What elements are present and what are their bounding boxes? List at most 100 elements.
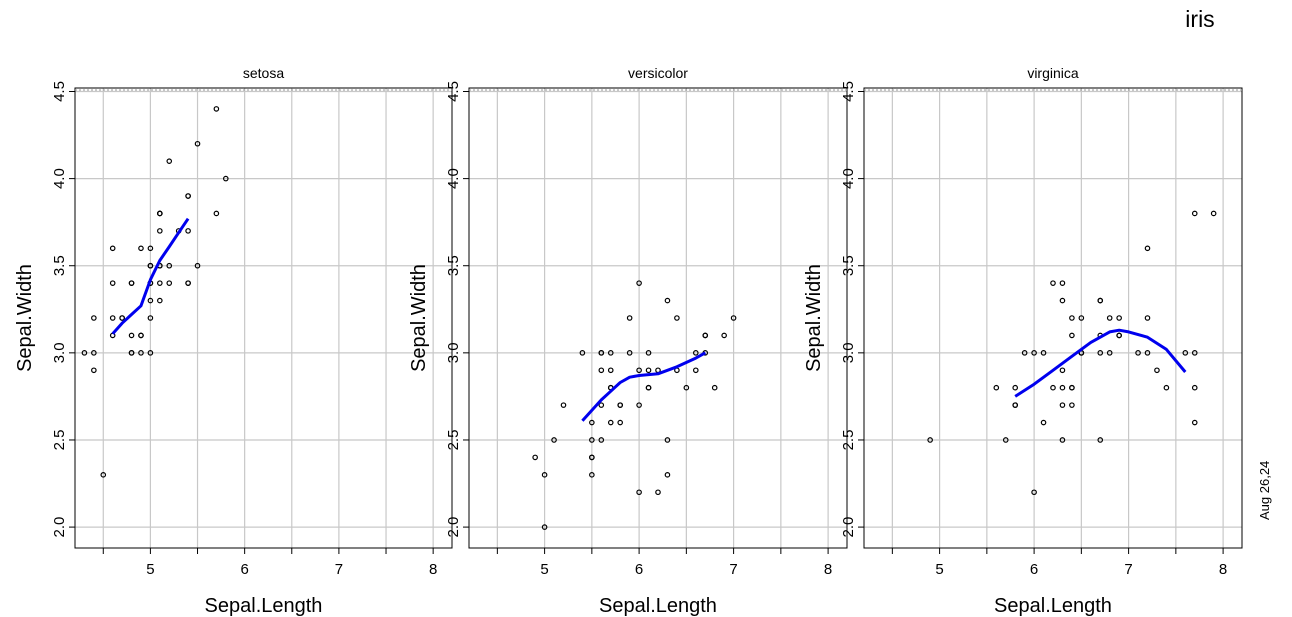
data-point <box>1059 437 1066 443</box>
x-tick-label: 8 <box>429 561 437 578</box>
data-point <box>1069 332 1075 339</box>
data-point <box>1144 245 1151 252</box>
data-point <box>560 402 567 408</box>
data-point <box>1191 419 1198 426</box>
y-tick-label: 2.0 <box>445 517 462 538</box>
y-tick-label: 2.0 <box>840 517 857 538</box>
data-point <box>147 297 154 304</box>
date-stamp: Aug 26,24 <box>1257 460 1272 520</box>
y-tick-label: 3.0 <box>445 342 462 363</box>
data-point <box>1182 350 1189 356</box>
data-point <box>702 332 709 339</box>
data-point <box>185 280 191 286</box>
x-axis-label: Sepal.Length <box>599 595 717 617</box>
data-point <box>692 367 699 374</box>
data-point <box>1059 280 1066 286</box>
data-point <box>1021 350 1028 356</box>
data-point <box>655 489 661 496</box>
data-point <box>617 402 624 408</box>
data-point <box>157 280 163 286</box>
data-point <box>664 437 671 443</box>
smooth-line <box>1014 328 1187 398</box>
y-tick-label: 2.5 <box>840 430 857 451</box>
data-point <box>119 315 125 321</box>
data-point <box>1116 332 1122 339</box>
data-point <box>636 402 642 408</box>
data-point <box>617 419 624 426</box>
data-point <box>1191 210 1198 217</box>
data-point <box>589 472 595 478</box>
data-point <box>532 454 538 461</box>
y-tick-label: 2.5 <box>51 430 68 451</box>
data-point <box>166 280 173 286</box>
panel-virginica: virginica 5 6 7 8 2.0 2.5 3.0 3.5 4.0 4.5 Sepal.Len… <box>803 65 1243 617</box>
data-point <box>194 140 201 147</box>
y-tick-label: 3.0 <box>51 342 68 363</box>
panel-versicolor: versicolor 5 6 7 8 2.0 2.5 3.0 3.5 4.0 4.5 Sepal.Le… <box>408 65 848 617</box>
data-point <box>1002 437 1009 443</box>
data-point <box>157 210 163 217</box>
data-point <box>1135 350 1141 356</box>
x-tick-label: 5 <box>935 561 943 578</box>
data-point <box>664 472 671 478</box>
data-point <box>1144 350 1151 356</box>
y-tick-label: 3.5 <box>840 255 857 276</box>
y-axis-label: Sepal.Width <box>14 264 36 372</box>
data-point <box>541 472 548 478</box>
data-point <box>109 245 116 252</box>
panel-frame <box>863 87 1243 549</box>
data-point <box>598 437 605 443</box>
data-point <box>147 262 154 269</box>
data-point <box>730 315 737 321</box>
data-point <box>1031 489 1037 496</box>
data-point <box>1031 350 1037 356</box>
data-point <box>645 350 652 356</box>
data-point <box>1106 350 1113 356</box>
smooth-line <box>111 217 190 335</box>
panel-frame <box>468 87 848 549</box>
data-point <box>166 158 173 164</box>
data-point <box>1191 350 1198 356</box>
data-point <box>993 384 1000 391</box>
y-tick-label: 3.5 <box>51 255 68 276</box>
data-point <box>157 228 163 234</box>
data-point <box>1059 402 1066 408</box>
data-point <box>194 262 201 269</box>
data-point <box>541 524 548 530</box>
data-point <box>1116 315 1122 321</box>
y-tick-label: 4.0 <box>840 168 857 189</box>
x-axis-label: Sepal.Length <box>205 595 323 617</box>
data-point <box>1040 419 1047 426</box>
x-tick-label: 7 <box>335 561 343 578</box>
x-tick-label: 6 <box>635 561 643 578</box>
data-point <box>645 384 652 391</box>
data-point <box>1040 350 1047 356</box>
data-point <box>81 350 88 356</box>
y-tick-label: 3.5 <box>445 255 462 276</box>
data-point <box>1097 350 1104 356</box>
data-point <box>598 402 605 408</box>
data-point <box>147 245 154 252</box>
data-point <box>1012 402 1019 408</box>
data-point <box>1059 367 1066 374</box>
data-point <box>1154 367 1160 374</box>
data-point <box>1069 402 1075 408</box>
data-point <box>185 193 191 199</box>
data-point <box>721 332 727 339</box>
panel-title: setosa <box>243 65 284 81</box>
data-point <box>607 419 614 426</box>
x-tick-label: 6 <box>240 561 248 578</box>
data-point <box>213 106 220 112</box>
y-axis-label: Sepal.Width <box>408 264 430 372</box>
data-point <box>626 315 633 321</box>
data-point <box>589 454 595 461</box>
data-point <box>128 332 135 339</box>
data-point <box>589 419 595 426</box>
x-tick-label: 7 <box>1124 561 1132 578</box>
data-point <box>664 297 671 304</box>
data-point <box>1191 384 1198 391</box>
panel-title: virginica <box>1027 65 1079 81</box>
data-point <box>636 280 642 286</box>
x-tick-label: 7 <box>729 561 737 578</box>
x-axis-label: Sepal.Length <box>994 595 1112 617</box>
